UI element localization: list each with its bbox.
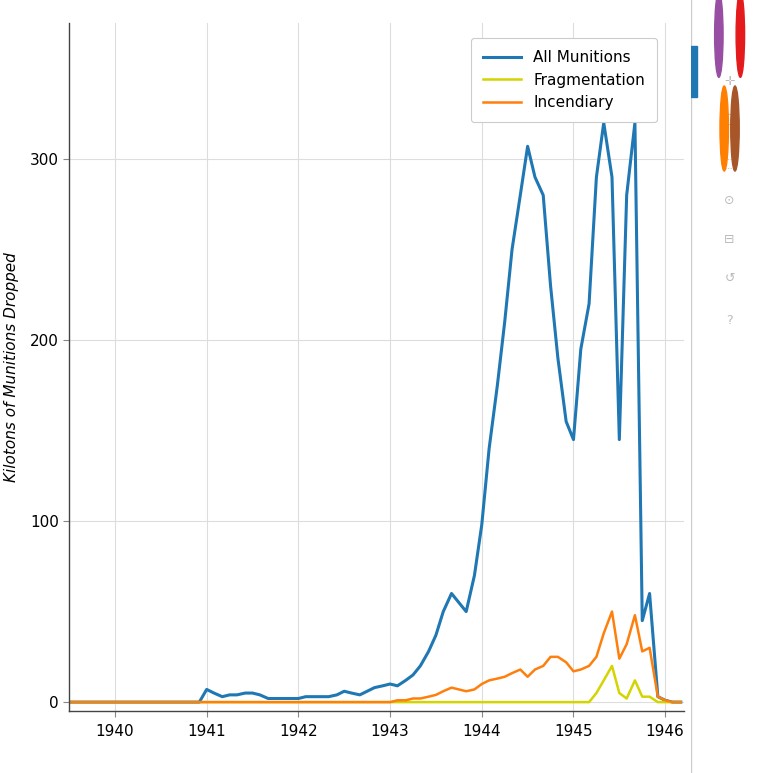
- Fragmentation: [622, 694, 631, 703]
- Y-axis label: Kilotons of Munitions Dropped: Kilotons of Munitions Dropped: [4, 252, 18, 482]
- Circle shape: [720, 86, 729, 171]
- All Munitions: [592, 172, 601, 182]
- Fragmentation: [515, 697, 525, 707]
- Incendiary: [676, 697, 685, 707]
- Fragmentation: [607, 661, 617, 670]
- All Munitions: [447, 589, 456, 598]
- Fragmentation: [676, 697, 685, 707]
- Incendiary: [401, 696, 410, 705]
- Circle shape: [736, 0, 745, 77]
- Fragmentation: [401, 697, 410, 707]
- Text: ⊟: ⊟: [724, 233, 735, 246]
- Fragmentation: [592, 689, 601, 698]
- Incendiary: [515, 665, 525, 674]
- Incendiary: [447, 683, 456, 693]
- Circle shape: [714, 0, 723, 77]
- Line: Fragmentation: Fragmentation: [69, 666, 680, 702]
- All Munitions: [515, 191, 525, 200]
- All Munitions: [676, 697, 685, 707]
- Line: All Munitions: All Munitions: [69, 123, 680, 702]
- Incendiary: [592, 652, 601, 662]
- Text: ↺: ↺: [724, 272, 735, 284]
- Text: ⬚: ⬚: [723, 156, 736, 169]
- Bar: [691, 46, 697, 97]
- Incendiary: [561, 658, 571, 667]
- All Munitions: [561, 417, 571, 426]
- Line: Incendiary: Incendiary: [69, 611, 680, 702]
- Circle shape: [730, 86, 739, 171]
- Text: 🔍: 🔍: [726, 114, 733, 126]
- Legend: All Munitions, Fragmentation, Incendiary: All Munitions, Fragmentation, Incendiary: [471, 38, 657, 122]
- All Munitions: [599, 118, 608, 128]
- Text: ?: ?: [727, 315, 733, 327]
- Incendiary: [65, 697, 74, 707]
- Incendiary: [622, 639, 631, 649]
- All Munitions: [401, 676, 410, 685]
- All Munitions: [622, 191, 631, 200]
- All Munitions: [65, 697, 74, 707]
- Fragmentation: [447, 697, 456, 707]
- Fragmentation: [561, 697, 571, 707]
- Text: ✛: ✛: [724, 75, 735, 87]
- Incendiary: [607, 607, 617, 616]
- Text: ⊙: ⊙: [724, 195, 735, 207]
- Fragmentation: [65, 697, 74, 707]
